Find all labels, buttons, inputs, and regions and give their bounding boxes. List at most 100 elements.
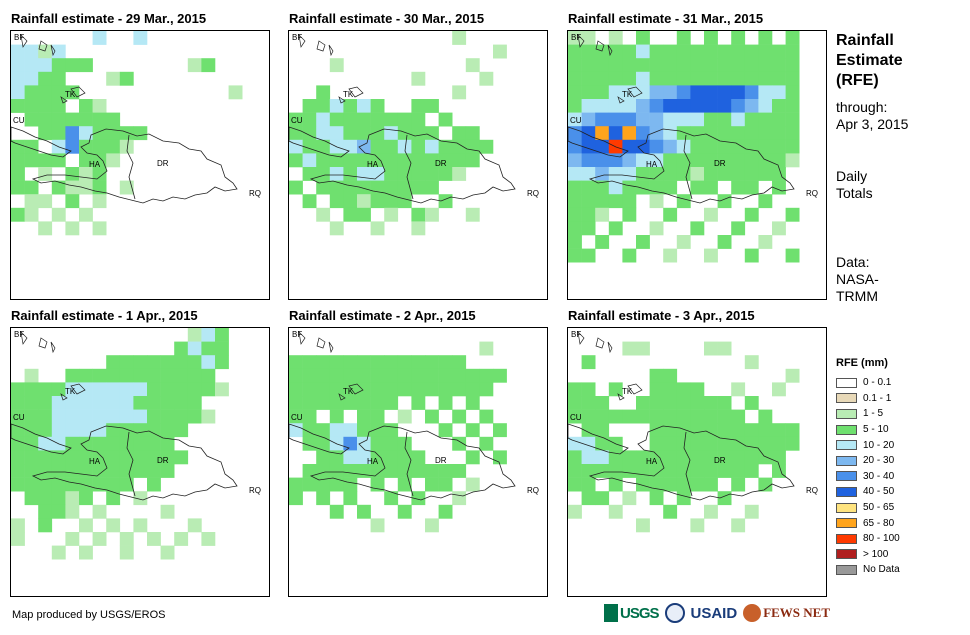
rain-cell [731,58,746,73]
rain-cell [758,112,773,127]
map-panel-5: BF CU TK HA DR RQ [288,327,548,597]
rain-cell [384,450,399,465]
rain-cell [622,44,637,59]
rain-cell [187,368,202,383]
rain-cell [289,180,303,195]
rain-cell [663,504,678,519]
rain-cell [568,71,582,86]
rain-cell [201,368,216,383]
rain-cell [11,153,25,168]
island-outline [316,40,326,52]
rain-cell [11,44,25,59]
rain-cell [147,355,161,370]
rain-cell [79,180,93,195]
cuba-outline [568,126,629,158]
place-label-ha: HA [89,457,101,466]
rain-cell [79,126,93,141]
rain-cell [568,85,582,100]
rainfall-map: BF CU TK HA DR RQ [568,330,818,533]
legend-item: 5 - 10 [836,422,900,438]
rain-cell [622,139,637,154]
rain-cell [160,436,175,451]
rain-cell [316,382,331,397]
rain-cell [581,99,596,113]
rain-cell [649,71,664,86]
rain-cell [663,112,678,127]
rain-cell [622,450,637,465]
rain-cell [595,58,610,73]
rain-cell [316,153,331,168]
place-label-bf: BF [292,33,302,42]
rain-cell [636,518,650,533]
legend-item: 0.1 - 1 [836,391,900,407]
place-label-ha: HA [367,457,379,466]
rain-cell [581,85,596,100]
rain-cell [744,450,759,465]
rain-cell [92,368,107,383]
rain-cell [568,153,582,168]
rain-cell [329,382,344,397]
rain-cell [772,85,786,100]
rain-cell [106,112,121,127]
rain-cell [92,167,107,181]
rain-cell [343,126,358,141]
rain-cell [425,207,439,222]
rain-cell [452,167,467,181]
rain-cell [636,341,650,356]
cuba-outline [289,126,350,158]
rain-cell [92,126,107,141]
legend-label: 20 - 30 [863,455,895,467]
rain-cell [704,504,718,519]
rain-cell [24,477,39,492]
cuba-outline [289,423,350,455]
rain-cell [622,71,637,86]
rain-cell [384,423,399,438]
legend-item: 80 - 100 [836,531,900,547]
rain-cell [636,464,650,478]
side-title-line-1: Rainfall [836,32,894,49]
rain-cell [289,491,303,506]
hispaniola-outline [309,425,516,501]
rain-cell [568,450,582,465]
rain-cell [316,126,331,141]
rain-cell [581,409,596,424]
rain-cell [174,409,189,424]
rain-cell [370,167,385,181]
rain-cell [663,85,678,100]
rain-cell [384,153,399,168]
rain-cell [758,436,773,451]
rain-cell [717,450,732,465]
rain-cell [581,71,596,86]
rain-cell [568,464,582,478]
rain-cell [119,139,134,154]
rain-cell [479,409,494,424]
map-panel-6: BF CU TK HA DR RQ [567,327,827,597]
place-label-cu: CU [291,116,303,125]
rain-cell [397,167,412,181]
rain-cell [465,58,480,73]
rain-cell [785,139,800,154]
island-outline [577,33,585,48]
panel-title-1: Rainfall estimate - 29 Mar., 2015 [11,11,207,26]
fews-net-mark-icon [743,604,762,622]
rain-cell [79,382,93,397]
legend-label: 65 - 80 [863,517,895,529]
rain-cell [595,235,610,249]
legend-swatch [836,471,857,482]
rain-cell [731,180,746,195]
rain-cell [316,167,331,181]
rain-cell [201,355,216,370]
rain-cell [370,355,385,370]
legend-item: 30 - 40 [836,469,900,485]
rain-cell [581,491,596,506]
island-outline [298,330,306,345]
rain-cell [106,436,121,451]
rain-cell [676,71,691,86]
rain-cell [568,396,582,410]
rain-cell [411,221,426,236]
rain-cell [106,477,121,492]
rain-cell [133,31,148,45]
rain-cell [785,44,800,59]
legend-swatch [836,377,857,388]
rain-cell [38,382,53,397]
